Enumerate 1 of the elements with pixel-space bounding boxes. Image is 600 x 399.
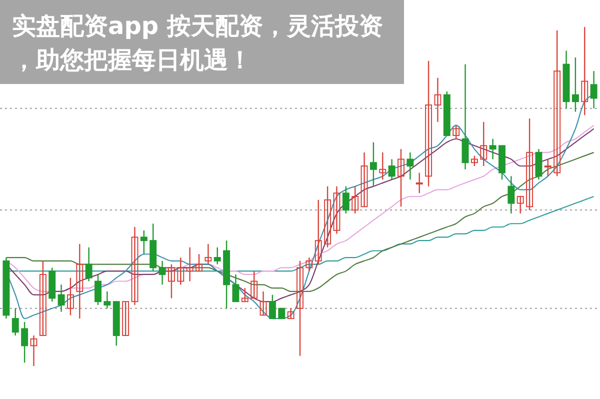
chart-title: 实盘配资app 按天配资，灵活投资，助您把握每日机遇！ — [12, 12, 383, 74]
